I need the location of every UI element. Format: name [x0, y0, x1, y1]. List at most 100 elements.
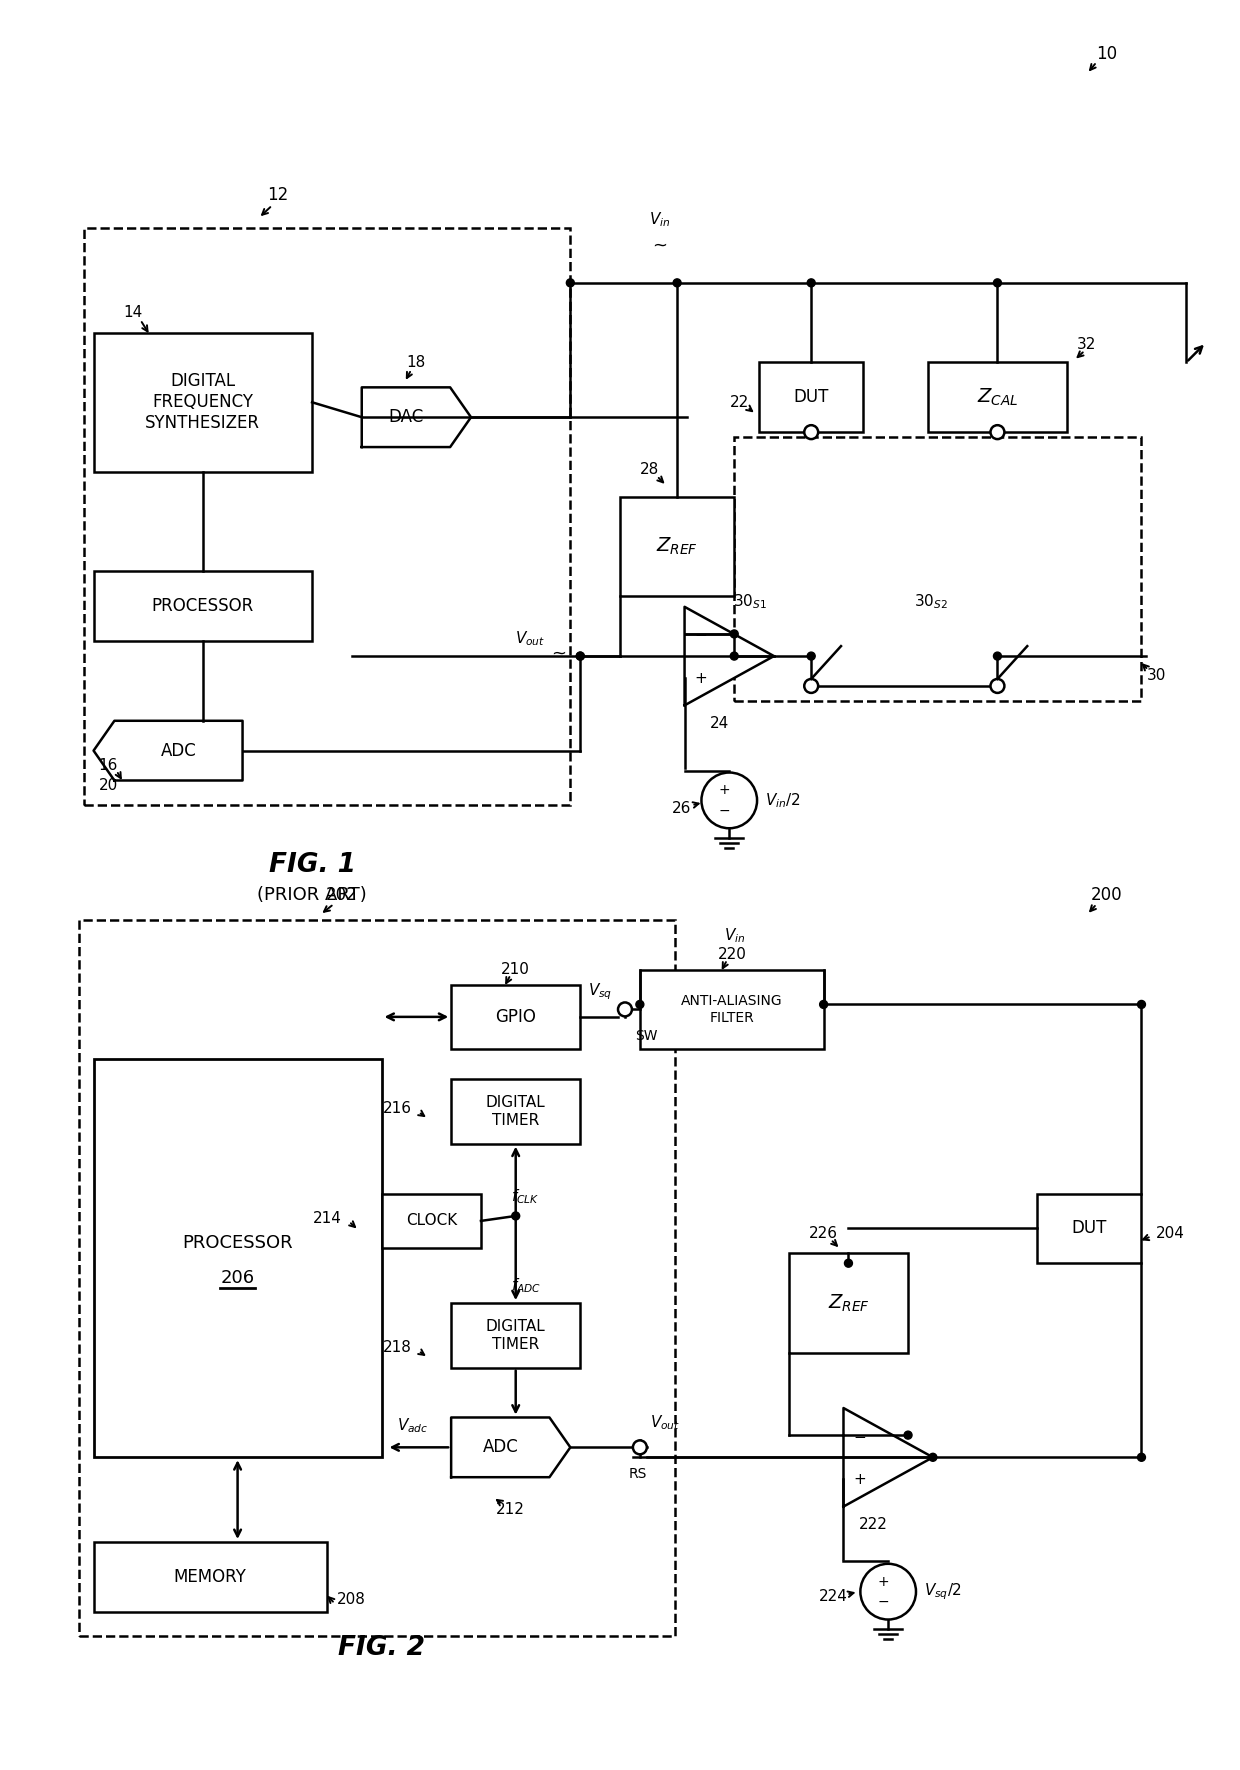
Circle shape [730, 630, 738, 637]
Text: MEMORY: MEMORY [174, 1568, 247, 1586]
Circle shape [991, 680, 1004, 692]
Bar [93, 333, 312, 473]
Text: DIGITAL
TIMER: DIGITAL TIMER [486, 1319, 546, 1352]
Circle shape [904, 1432, 913, 1439]
Text: ANTI-ALIASING
FILTER: ANTI-ALIASING FILTER [681, 995, 782, 1025]
Circle shape [929, 1453, 937, 1462]
Polygon shape [684, 607, 774, 706]
Text: +: + [718, 784, 730, 798]
Circle shape [807, 280, 815, 287]
Circle shape [577, 651, 584, 660]
Bar [78, 920, 675, 1637]
Text: ADC: ADC [161, 742, 196, 759]
Text: CLOCK: CLOCK [405, 1214, 456, 1228]
Text: 204: 204 [1157, 1227, 1185, 1241]
Text: 26: 26 [672, 800, 691, 816]
Text: 10: 10 [1096, 44, 1117, 64]
Text: DAC: DAC [388, 409, 424, 427]
Bar [93, 1058, 382, 1457]
Polygon shape [451, 1418, 570, 1478]
Text: ~: ~ [551, 644, 565, 662]
Text: 202: 202 [326, 887, 358, 904]
Text: 218: 218 [382, 1340, 412, 1356]
Text: 200: 200 [1091, 887, 1122, 904]
Text: $Z_{CAL}$: $Z_{CAL}$ [977, 386, 1018, 407]
Circle shape [807, 651, 815, 660]
Bar [451, 984, 580, 1050]
Text: 24: 24 [709, 715, 729, 731]
Circle shape [618, 1002, 632, 1016]
Text: 220: 220 [718, 947, 746, 963]
Circle shape [512, 1212, 520, 1220]
Text: 206: 206 [221, 1269, 254, 1287]
Circle shape [861, 1563, 916, 1620]
Text: 18: 18 [407, 356, 427, 370]
Text: 224: 224 [820, 1589, 848, 1604]
Bar [1037, 1193, 1142, 1264]
Text: $V_{in}/2$: $V_{in}/2$ [765, 791, 800, 809]
Text: $V_{in}$: $V_{in}$ [649, 211, 671, 228]
Bar [451, 1080, 580, 1143]
Circle shape [673, 280, 681, 287]
Text: 30: 30 [1147, 669, 1166, 683]
Text: $30_{S2}$: $30_{S2}$ [914, 591, 947, 611]
Text: $Z_{REF}$: $Z_{REF}$ [827, 1292, 869, 1313]
Text: 20: 20 [99, 779, 118, 793]
Circle shape [577, 651, 584, 660]
Text: 208: 208 [337, 1591, 366, 1607]
Text: 226: 226 [810, 1227, 838, 1241]
Text: $V_{sq}$: $V_{sq}$ [588, 981, 613, 1002]
Circle shape [1137, 1453, 1146, 1462]
Circle shape [567, 280, 574, 287]
Text: 12: 12 [267, 186, 288, 204]
Bar [83, 228, 570, 805]
Polygon shape [843, 1407, 932, 1506]
Text: ADC: ADC [482, 1439, 518, 1457]
Text: PROCESSOR: PROCESSOR [151, 596, 254, 616]
Text: FIG. 1: FIG. 1 [269, 851, 356, 878]
Bar [382, 1193, 481, 1248]
Text: $-$: $-$ [694, 627, 708, 641]
Bar [928, 363, 1066, 432]
Circle shape [993, 280, 1002, 287]
Bar [789, 1253, 908, 1352]
Text: 16: 16 [99, 758, 118, 773]
Text: 22: 22 [729, 395, 749, 411]
Circle shape [844, 1258, 852, 1267]
Text: $-$: $-$ [853, 1428, 867, 1443]
Text: 28: 28 [640, 462, 660, 478]
Text: SW: SW [635, 1030, 657, 1043]
Text: DUT: DUT [1071, 1220, 1107, 1237]
Text: $V_{in}$: $V_{in}$ [723, 926, 745, 945]
Circle shape [993, 651, 1002, 660]
Circle shape [805, 680, 818, 692]
Text: $V_{adc}$: $V_{adc}$ [397, 1416, 428, 1435]
Text: $f_{ADC}$: $f_{ADC}$ [511, 1276, 541, 1296]
Text: 214: 214 [312, 1211, 342, 1227]
Text: ~: ~ [652, 235, 667, 255]
Bar [620, 497, 734, 596]
Circle shape [820, 1000, 827, 1009]
Text: GPIO: GPIO [495, 1007, 536, 1027]
Polygon shape [362, 388, 471, 448]
Text: $+$: $+$ [853, 1473, 867, 1487]
Text: $V_{out}$: $V_{out}$ [650, 1414, 680, 1432]
Text: $30_{S1}$: $30_{S1}$ [733, 591, 768, 611]
Text: $f_{CLK}$: $f_{CLK}$ [511, 1188, 539, 1205]
Text: 32: 32 [1078, 336, 1096, 352]
Text: $V_{out}$: $V_{out}$ [516, 628, 546, 648]
Text: $V_{sq}/2$: $V_{sq}/2$ [924, 1581, 962, 1602]
Text: (PRIOR ART): (PRIOR ART) [257, 887, 367, 904]
Text: DIGITAL
TIMER: DIGITAL TIMER [486, 1096, 546, 1127]
Text: 216: 216 [382, 1101, 412, 1117]
Text: FIG. 2: FIG. 2 [339, 1635, 425, 1662]
Bar [734, 437, 1142, 701]
Circle shape [991, 425, 1004, 439]
Bar [640, 970, 823, 1050]
Bar [93, 572, 312, 641]
Text: DIGITAL
FREQUENCY
SYNTHESIZER: DIGITAL FREQUENCY SYNTHESIZER [145, 372, 260, 432]
Text: −: − [718, 804, 730, 818]
Text: 212: 212 [496, 1501, 526, 1517]
Text: RS: RS [629, 1467, 647, 1481]
Circle shape [1137, 1000, 1146, 1009]
